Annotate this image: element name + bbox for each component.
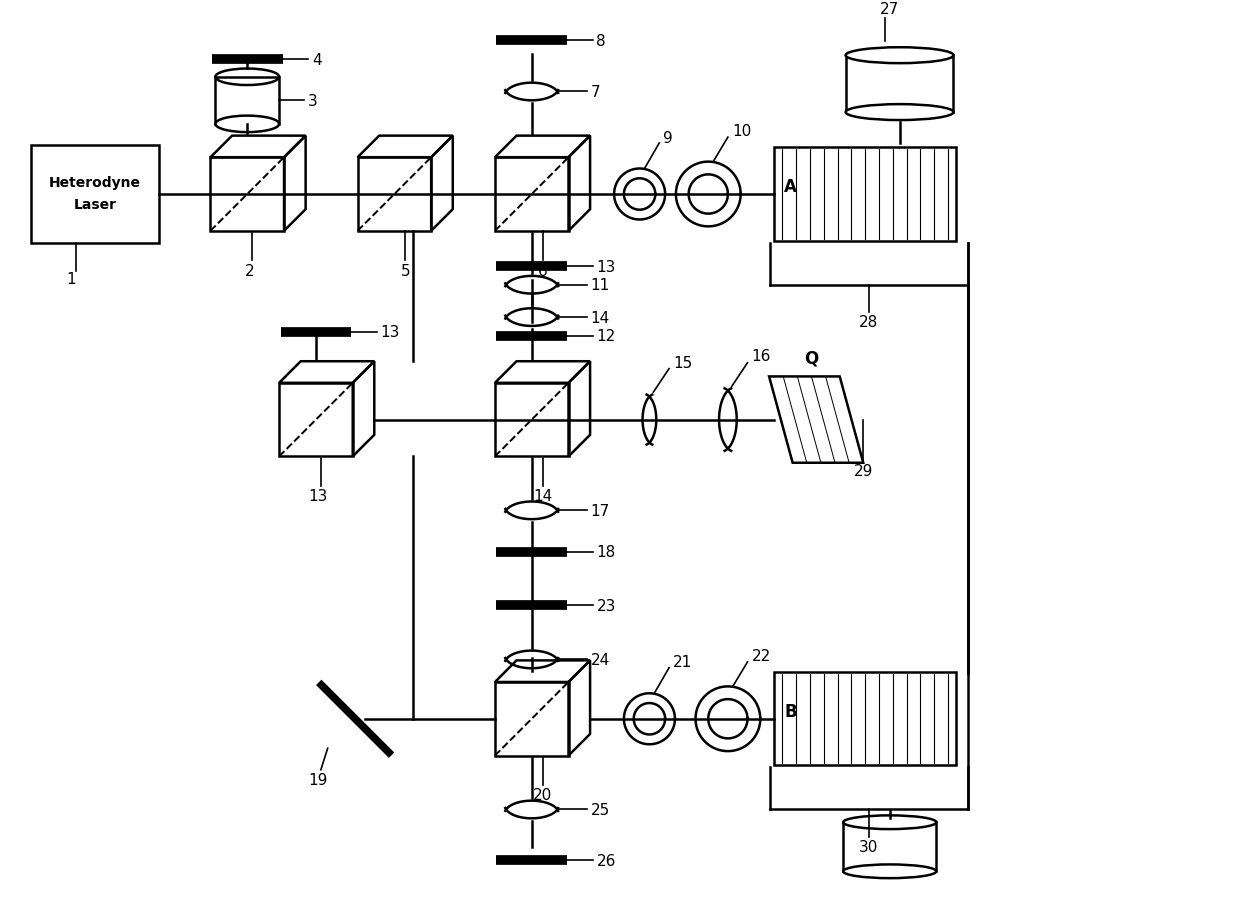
Text: 27: 27 (880, 2, 899, 16)
Bar (775, 148, 956, 241)
Text: 12: 12 (596, 329, 616, 344)
Text: 30: 30 (859, 839, 878, 854)
Polygon shape (769, 377, 863, 463)
Ellipse shape (216, 116, 279, 133)
Bar (846, 56, 954, 113)
Bar (843, 823, 936, 871)
Text: 13: 13 (596, 259, 616, 275)
Text: 13: 13 (381, 325, 401, 340)
Text: Q: Q (805, 349, 818, 368)
Text: 26: 26 (596, 853, 616, 868)
Text: 4: 4 (312, 52, 321, 68)
Bar (775, 673, 956, 766)
Text: B: B (784, 703, 797, 720)
Text: 25: 25 (590, 802, 610, 817)
Text: 21: 21 (673, 655, 692, 670)
Text: 11: 11 (590, 278, 610, 293)
Text: 28: 28 (859, 315, 878, 330)
Text: Heterodyne: Heterodyne (50, 176, 141, 190)
Text: 18: 18 (596, 545, 616, 559)
Text: 1: 1 (66, 272, 76, 286)
Text: 24: 24 (590, 652, 610, 667)
Ellipse shape (843, 815, 936, 829)
Text: 17: 17 (590, 503, 610, 518)
Ellipse shape (846, 48, 954, 64)
Text: 13: 13 (309, 489, 327, 504)
Text: 16: 16 (751, 349, 771, 364)
Text: 29: 29 (853, 463, 873, 479)
Text: A: A (784, 178, 797, 196)
Text: 6: 6 (538, 263, 547, 278)
Text: 20: 20 (533, 787, 552, 803)
Text: 15: 15 (673, 356, 692, 371)
Ellipse shape (846, 105, 954, 121)
Bar (31, 145, 159, 244)
Text: 9: 9 (663, 130, 673, 145)
Text: 2: 2 (244, 263, 254, 278)
Text: 5: 5 (401, 263, 410, 278)
Text: 3: 3 (308, 94, 317, 108)
Text: 19: 19 (309, 772, 327, 787)
Bar (216, 78, 279, 125)
Text: 10: 10 (732, 124, 751, 138)
Text: 14: 14 (533, 489, 552, 504)
Text: 7: 7 (590, 85, 600, 100)
Text: Laser: Laser (73, 198, 117, 211)
Text: 22: 22 (751, 647, 771, 663)
Text: 14: 14 (590, 311, 610, 325)
Text: 8: 8 (596, 34, 606, 49)
Ellipse shape (843, 864, 936, 879)
Text: 23: 23 (596, 599, 616, 613)
